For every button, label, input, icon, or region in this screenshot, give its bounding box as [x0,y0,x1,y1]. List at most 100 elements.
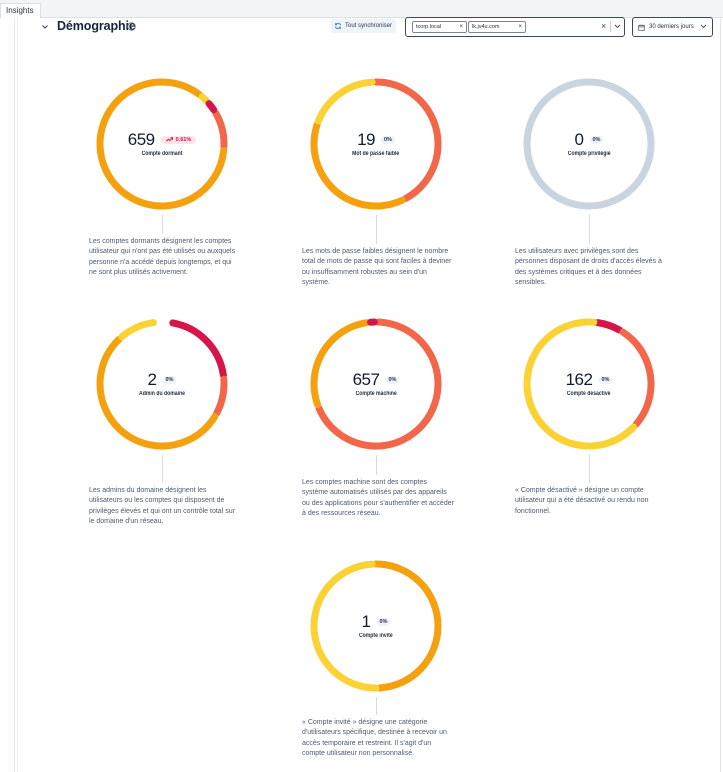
change-badge: 0.61% [160,135,197,144]
sync-all-button[interactable]: Tout synchroniser [331,19,397,33]
panel-border-inner [17,17,18,772]
change-badge: 0% [380,135,395,144]
connector-line [376,697,377,715]
filter-chip[interactable]: tcorp.local × [412,21,467,33]
donut-segment [96,318,228,450]
close-icon[interactable]: × [459,24,463,30]
donut-chart [96,78,228,210]
divider [610,21,611,32]
donut-segment [523,318,655,450]
metric-center: 19 0% Mot de passe faible [308,76,444,212]
metric-value-row: 657 0% [353,370,400,390]
donut-segment [96,318,228,450]
metric-value-row: 0 0% [575,130,604,150]
metric-label: Compte machine [355,390,397,397]
metric-value: 19 [357,129,375,149]
info-icon[interactable] [127,22,136,31]
domain-filter-select[interactable]: tcorp.local × lk.jv4u.com × × [405,17,625,37]
connector-line [376,215,377,244]
date-range-select[interactable]: 30 derniers jours [632,17,713,37]
metric-description: « Compte invité » désigne une catégorie … [302,719,447,758]
connector-line [162,215,163,234]
connector-line [589,455,590,483]
donut-segment [523,78,655,210]
change-badge-label: 0% [379,618,388,625]
metric-label: Compte dormant [141,150,183,157]
date-range-label: 30 derniers jours [649,24,694,30]
panel-border-right [720,17,721,772]
change-badge-label: 0% [601,376,610,383]
chevron-down-icon[interactable] [40,22,50,32]
metric-description: Les comptes dormants désignent les compt… [89,238,236,277]
metric-center: 659 0.61% Compte dormant [94,76,230,212]
metric-description: Les utilisateurs avec privilèges sont de… [515,248,662,287]
change-badge-label: 0% [165,376,174,383]
metric-center: 2 0% Admin du domaine [94,316,230,452]
tab-bar: Insights [0,0,723,18]
sync-icon [335,22,341,30]
donut-chart [523,78,655,210]
metric-label: Mot de passe faible [352,150,400,157]
metric-description: Les mots de passe faibles désignent le n… [302,248,452,287]
chevron-down-icon[interactable] [614,24,621,29]
metric-description: Les comptes machine sont des comptes sys… [302,479,454,518]
donut-segment [310,318,442,450]
metric-label: Compte invité [359,632,393,639]
trend-up-icon [165,137,173,142]
connector-line [589,215,590,244]
donut-segment [310,560,442,692]
metric-card-machine[interactable]: 657 0% Compte machine [308,316,444,452]
donut-chart [523,318,655,450]
metric-card-weak-password[interactable]: 19 0% Mot de passe faible [308,76,444,212]
close-icon[interactable]: × [518,24,522,30]
metric-card-disabled[interactable]: 162 0% Compte désactivé [521,316,657,452]
donut-chart [310,560,442,692]
metric-center: 0 0% Compte privilégié [521,76,657,212]
donut-segment [96,78,228,210]
filter-chip[interactable]: lk.jv4u.com × [468,21,526,33]
metric-card-domain-admin[interactable]: 2 0% Admin du domaine [94,316,230,452]
change-badge: 0% [598,375,613,384]
metric-center: 657 0% Compte machine [308,316,444,452]
section-title: Démographie [57,19,136,33]
donut-segment [96,318,228,450]
donut-segment [96,78,228,210]
sync-all-label: Tout synchroniser [345,23,393,29]
donut-segment [523,318,655,450]
donut-segment [310,78,442,210]
metric-card-guest[interactable]: 1 0% Compte invité [308,558,444,694]
metric-value-row: 19 0% [357,130,395,150]
metric-value-row: 1 0% [362,612,391,632]
change-badge-label: 0% [388,376,397,383]
donut-chart [310,78,442,210]
metric-center: 162 0% Compte désactivé [521,316,657,452]
metric-label: Compte désactivé [567,390,611,397]
metric-center: 1 0% Compte invité [308,558,444,694]
metric-value: 659 [127,129,155,149]
metric-label: Admin du domaine [139,390,185,397]
change-badge-label: 0.61% [175,136,192,143]
metric-card-dormant[interactable]: 659 0.61% Compte dormant [94,76,230,212]
donut-chart [310,318,442,450]
metric-value-row: 2 0% [148,370,177,390]
metric-value-row: 162 0% [566,370,613,390]
metric-description: Les admins du domaine désignent les util… [89,487,235,526]
connector-line [162,455,163,483]
tab-insights[interactable]: Insights [0,3,41,18]
change-badge: 0% [376,617,391,626]
panel-border-left [14,17,15,772]
donut-chart [96,318,228,450]
metric-label: Compte privilégié [567,150,611,157]
connector-line [376,455,377,475]
filter-chip-label: tcorp.local [416,24,442,30]
clear-all-icon[interactable]: × [601,21,607,31]
change-badge-label: 0% [383,136,392,143]
change-badge-label: 0% [592,136,601,143]
metric-value: 1 [361,611,371,631]
metric-value: 657 [352,369,380,389]
metric-description: « Compte désactivé » désigne un compte u… [515,487,649,515]
change-badge: 0% [162,375,177,384]
metric-card-privileged[interactable]: 0 0% Compte privilégié [521,76,657,212]
chevron-down-icon [700,24,707,29]
filter-chip-label: lk.jv4u.com [472,24,500,30]
